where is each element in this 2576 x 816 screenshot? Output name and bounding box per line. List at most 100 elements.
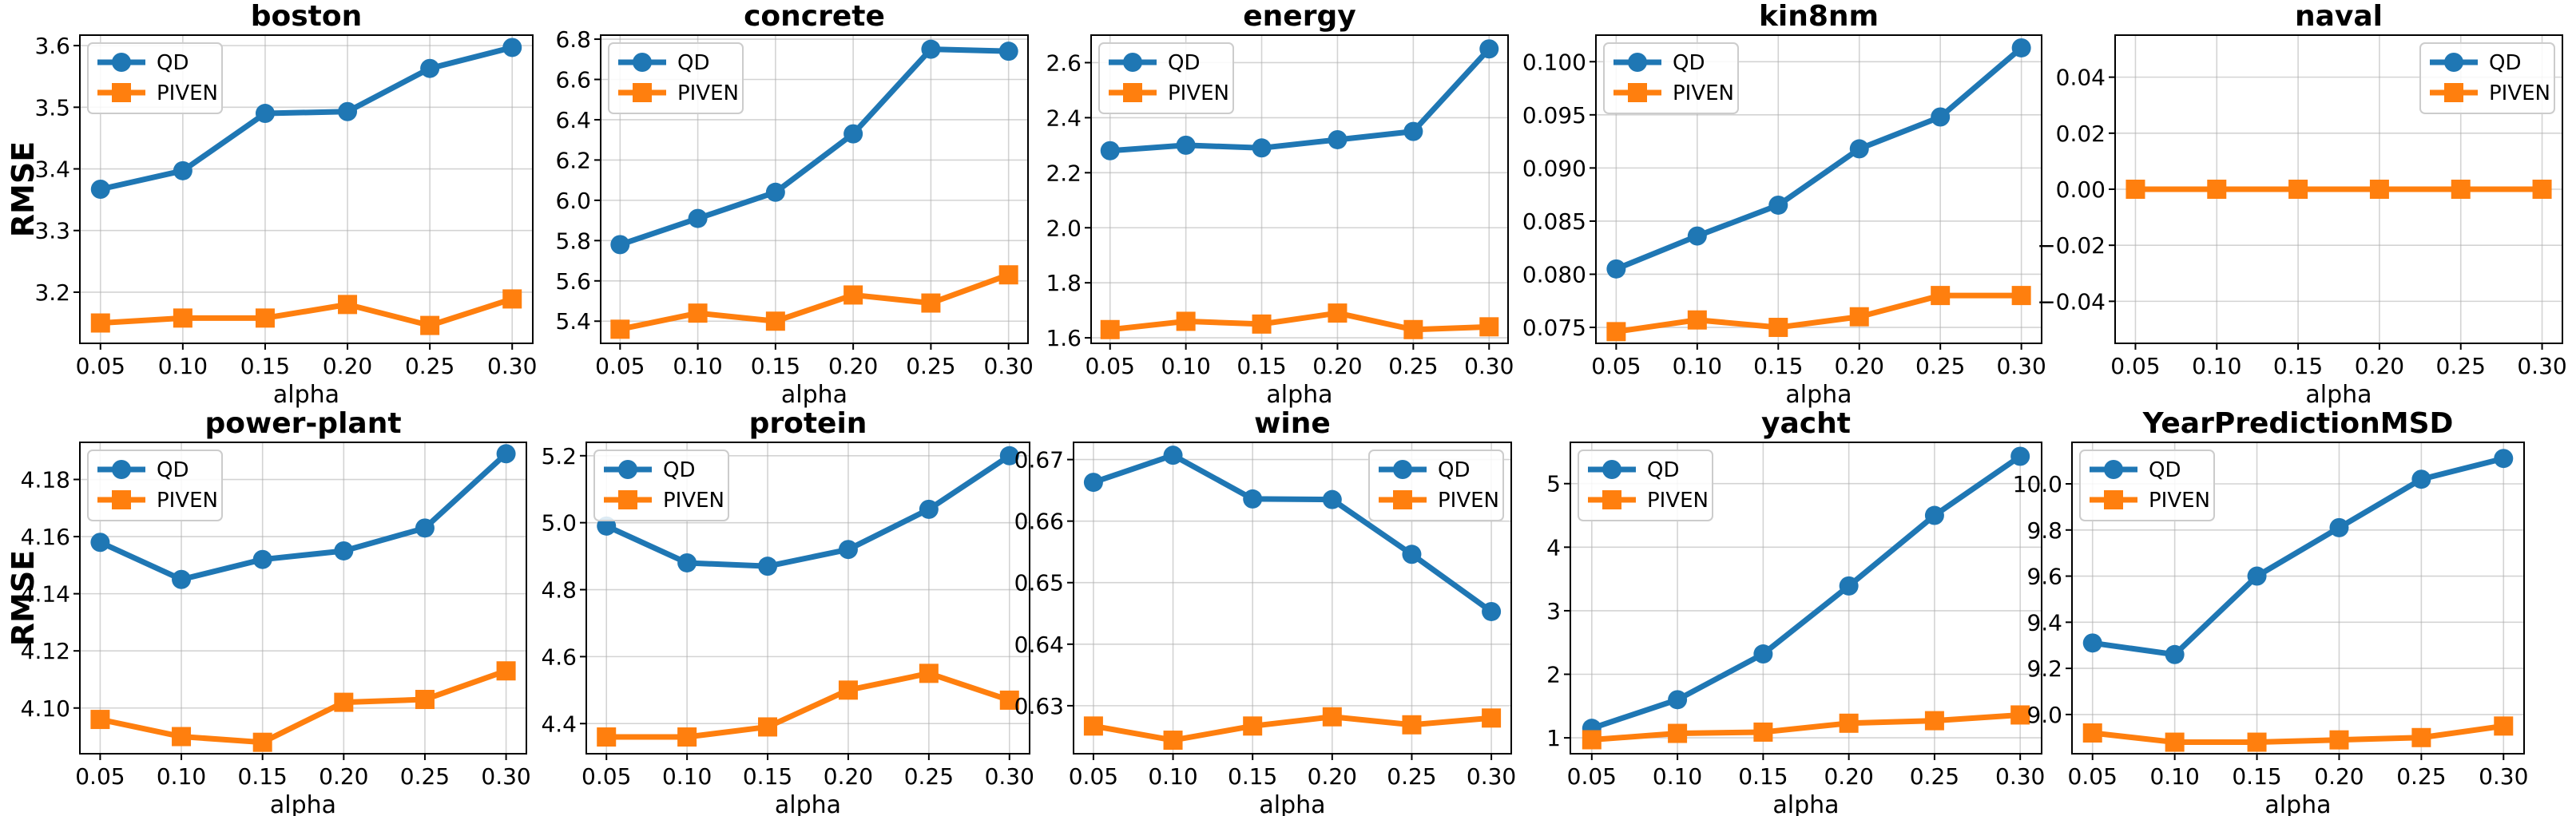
- y-tick-label: 0.075: [1522, 315, 1586, 341]
- x-tick-label: 0.25: [1915, 353, 1965, 379]
- data-point-qd: [1931, 107, 1951, 127]
- data-point-qd: [420, 58, 440, 78]
- data-point-qd: [252, 549, 272, 569]
- x-tick-label: 0.25: [904, 763, 954, 790]
- y-tick-label: 9.0: [2026, 702, 2062, 728]
- x-tick-label: 0.20: [828, 353, 878, 379]
- x-tick-label: 0.15: [238, 763, 288, 790]
- data-point-piven: [2082, 723, 2102, 743]
- x-tick-label: 0.25: [2396, 763, 2446, 790]
- legend-label-piven: PIVEN: [157, 81, 218, 105]
- data-point-piven: [1839, 713, 1859, 733]
- chart-protein: 0.05 0.10 0.15 0.20 0.25 0.30 4.4 4.6 4.8 5.0 5.2 p…: [541, 407, 1034, 816]
- series-line-qd: [1590, 454, 2022, 731]
- legend-marker-qd: [633, 53, 652, 72]
- data-point-qd: [1768, 195, 1788, 215]
- data-point-piven: [1100, 319, 1120, 339]
- y-tick-label: 0.67: [1014, 447, 1064, 473]
- x-tick-label: 0.30: [2479, 763, 2528, 790]
- legend-label-qd: QD: [2489, 51, 2522, 75]
- data-point-qd: [1753, 644, 1773, 664]
- data-point-qd: [1606, 259, 1626, 279]
- axes-frame: [1570, 442, 2042, 755]
- x-tick-label: 0.30: [2517, 353, 2566, 379]
- data-point-piven: [597, 727, 617, 747]
- y-tick-label: 5.2: [541, 443, 577, 469]
- y-tick-label: 3.6: [34, 33, 70, 59]
- x-tick-label: 0.30: [985, 763, 1034, 790]
- data-point-piven: [2125, 180, 2145, 199]
- series-line-qd: [605, 453, 1011, 569]
- data-point-qd: [2494, 449, 2514, 469]
- data-point-qd: [1163, 446, 1183, 465]
- data-point-piven: [172, 727, 192, 747]
- chart-yearpredictionmsd: 0.05 0.10 0.15 0.20 0.25 0.30 9.0 9.2 9.4 9.6 9.8 1…: [2013, 407, 2529, 816]
- y-tick-label: 2.6: [1046, 50, 1082, 76]
- chart-title: YearPredictionMSD: [2142, 407, 2454, 440]
- x-tick-label: 0.15: [2232, 763, 2281, 790]
- y-tick-label: 3.3: [34, 218, 70, 244]
- series-line-qd: [1109, 46, 1491, 154]
- data-point-piven: [496, 661, 516, 681]
- data-point-qd: [90, 180, 110, 199]
- chart-energy: 0.05 0.10 0.15 0.20 0.25 0.30 1.6 1.8 2.0 2.2 2.4 2…: [1046, 0, 1514, 409]
- x-tick-label: 0.05: [2068, 763, 2118, 790]
- legend-label-qd: QD: [1647, 458, 1680, 482]
- data-point-qd: [496, 444, 516, 464]
- data-point-piven: [1243, 716, 1263, 736]
- data-point-piven: [1931, 286, 1951, 306]
- data-point-piven: [90, 710, 110, 730]
- data-point-piven: [2369, 180, 2389, 199]
- chart-title: protein: [749, 407, 867, 440]
- y-tick-label: 4.16: [21, 524, 70, 550]
- y-tick-label: 0.65: [1014, 570, 1064, 596]
- y-tick-label: 6.8: [555, 26, 591, 53]
- x-tick-label: 0.30: [1464, 353, 1514, 379]
- legend-marker-qd: [112, 53, 131, 72]
- data-point-qd: [1403, 121, 1423, 141]
- y-tick-label: 0.63: [1014, 693, 1064, 719]
- y-tick-label: 0.64: [1014, 632, 1064, 658]
- data-point-qd: [758, 557, 778, 576]
- y-tick-label: 0.080: [1522, 261, 1586, 287]
- data-point-piven: [1753, 722, 1773, 742]
- series-line-piven: [619, 271, 1010, 332]
- data-point-qd: [2329, 517, 2349, 537]
- chart-title: naval: [2295, 0, 2383, 33]
- x-tick-label: 0.05: [76, 353, 125, 379]
- y-tick-label: 3.2: [34, 279, 70, 306]
- legend-marker-piven: [2104, 490, 2123, 509]
- legend: QD PIVEN: [2419, 42, 2555, 114]
- chart-title: boston: [251, 0, 363, 33]
- x-tick-label: 0.25: [1910, 763, 1959, 790]
- x-tick-label: 0.20: [2314, 763, 2364, 790]
- data-point-qd: [1083, 473, 1103, 493]
- chart-title: energy: [1243, 0, 1355, 33]
- data-point-piven: [838, 680, 858, 700]
- chart-kin8nm: 0.05 0.10 0.15 0.20 0.25 0.30 0.075 0.080 0.085 0…: [1522, 0, 2046, 409]
- data-point-piven: [415, 690, 435, 710]
- legend-label-piven: PIVEN: [677, 81, 739, 105]
- data-point-piven: [2532, 180, 2552, 199]
- chart-title: power-plant: [204, 407, 401, 440]
- legend-marker-qd: [112, 460, 131, 479]
- data-point-piven: [1687, 310, 1707, 330]
- y-tick-label: 6.6: [555, 67, 591, 93]
- y-tick-label: 0.66: [1014, 509, 1064, 535]
- data-point-qd: [1479, 39, 1499, 59]
- x-tick-label: 0.05: [1086, 353, 1135, 379]
- data-point-qd: [677, 553, 697, 572]
- y-tick-label: −0.02: [2037, 232, 2106, 259]
- legend: QD PIVEN: [608, 42, 744, 114]
- x-tick-label: 0.15: [1738, 763, 1788, 790]
- y-tick-label: 5.4: [555, 308, 591, 335]
- y-tick-label: 4.4: [541, 711, 577, 737]
- data-point-piven: [2411, 727, 2431, 747]
- data-point-piven: [1328, 303, 1348, 323]
- data-point-qd: [1668, 690, 1688, 710]
- series-line-piven: [2092, 723, 2504, 746]
- legend: QD PIVEN: [593, 450, 729, 521]
- series-line-qd: [1615, 46, 2023, 272]
- data-point-piven: [1322, 707, 1342, 727]
- x-tick-label: 0.05: [75, 763, 125, 790]
